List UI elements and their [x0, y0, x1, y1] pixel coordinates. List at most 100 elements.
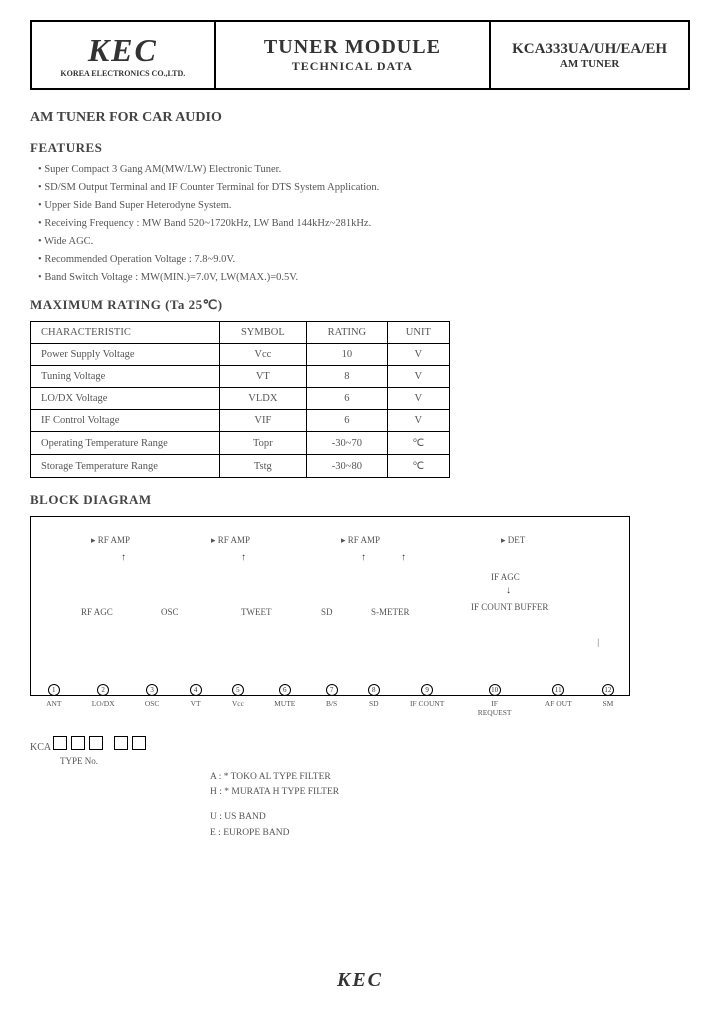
type-no-label: TYPE No. [60, 756, 690, 766]
table-cell: ℃ [387, 432, 449, 455]
type-box [132, 736, 146, 750]
table-cell: Tuning Voltage [31, 366, 220, 388]
pin: 6MUTE [274, 684, 295, 717]
pin-label: VT [191, 699, 201, 708]
feature-item: Wide AGC. [38, 236, 690, 247]
pin-number: 5 [232, 684, 244, 696]
part-number: KCA333UA/UH/EA/EH [512, 41, 667, 58]
table-row: Tuning VoltageVT8V [31, 366, 450, 388]
type-box [89, 736, 103, 750]
feature-item: Receiving Frequency : MW Band 520~1720kH… [38, 218, 690, 229]
logo-cell: KEC KOREA ELECTRONICS CO.,LTD. [32, 22, 216, 88]
feature-item: SD/SM Output Terminal and IF Counter Ter… [38, 182, 690, 193]
feature-item: Upper Side Band Super Heterodyne System. [38, 200, 690, 211]
pin-label: SM [602, 699, 613, 708]
footer-logo: KEC [337, 969, 383, 992]
table-cell: 8 [307, 366, 387, 388]
col-unit: UNIT [387, 322, 449, 344]
table-cell: 10 [307, 344, 387, 366]
doc-subtitle: TECHNICAL DATA [292, 59, 413, 74]
bd-det: ▸ DET [501, 535, 525, 546]
pin-label: ANT [46, 699, 61, 708]
type-section: KCA TYPE No. A : * TOKO AL TYPE FILTER H… [30, 736, 690, 841]
bd-vline: | [597, 637, 599, 647]
pin-number: 1 [48, 684, 60, 696]
arrow-icon: ↑ [401, 552, 406, 563]
header: KEC KOREA ELECTRONICS CO.,LTD. TUNER MOD… [30, 20, 690, 90]
pin: 10 IF REQUEST [475, 684, 515, 717]
pin-label: LO/DX [92, 699, 115, 708]
bd-rfamp2: ▸ RF AMP [211, 535, 250, 546]
col-characteristic: CHARACTERISTIC [31, 322, 220, 344]
pin: 5 Vcc [232, 684, 244, 717]
part-cell: KCA333UA/UH/EA/EH AM TUNER [491, 22, 688, 88]
type-boxes [53, 736, 146, 750]
pin-number: 12 [602, 684, 614, 696]
pin-label: Vcc [232, 699, 244, 708]
pin: 12 SM [602, 684, 614, 717]
pin-label: IF REQUEST [475, 699, 515, 717]
pin-label: SD [369, 699, 379, 708]
type-box [71, 736, 85, 750]
table-cell: VLDX [219, 388, 307, 410]
table-cell: V [387, 388, 449, 410]
pin-row: 1 ANT 2 LO/DX 3OSC 4 VT 5 Vcc 6MUTE 7 B/S 8 SD 9 IF COU… [31, 684, 629, 717]
pin-number: 7 [326, 684, 338, 696]
table-row: IF Control VoltageVIF6V [31, 410, 450, 432]
table-cell: -30~70 [307, 432, 387, 455]
pin: 11AF OUT [545, 684, 572, 717]
doc-title: TUNER MODULE [264, 36, 441, 59]
table-cell: V [387, 410, 449, 432]
table-cell: Storage Temperature Range [31, 455, 220, 478]
pin-number: 3 [146, 684, 158, 696]
arrow-icon: ↑ [241, 552, 246, 563]
table-cell: Tstg [219, 455, 307, 478]
col-rating: RATING [307, 322, 387, 344]
pin: 9 IF COUNT [410, 684, 444, 717]
pin-number: 9 [421, 684, 433, 696]
pin-label: IF COUNT [410, 699, 444, 708]
pin-label: AF OUT [545, 699, 572, 708]
table-cell: 6 [307, 388, 387, 410]
filter-a: A : * TOKO AL TYPE FILTER [210, 770, 690, 785]
bd-osc: OSC [161, 607, 179, 617]
title-cell: TUNER MODULE TECHNICAL DATA [216, 22, 492, 88]
band-u: U : US BAND [210, 810, 690, 825]
table-cell: V [387, 344, 449, 366]
rating-heading: MAXIMUM RATING (Ta 25℃) [30, 297, 690, 313]
bd-tweet: TWEET [241, 607, 272, 617]
table-cell: Power Supply Voltage [31, 344, 220, 366]
pin-number: 10 [489, 684, 501, 696]
pin-number: 2 [97, 684, 109, 696]
pin: 3OSC [145, 684, 160, 717]
pin-label: B/S [326, 699, 337, 708]
table-row: Storage Temperature RangeTstg-30~80℃ [31, 455, 450, 478]
part-type: AM TUNER [560, 58, 619, 70]
arrow-icon: ↑ [361, 552, 366, 563]
feature-item: Super Compact 3 Gang AM(MW/LW) Electroni… [38, 164, 690, 175]
table-header-row: CHARACTERISTIC SYMBOL RATING UNIT [31, 322, 450, 344]
col-symbol: SYMBOL [219, 322, 307, 344]
feature-item: Recommended Operation Voltage : 7.8~9.0V… [38, 254, 690, 265]
arrow-icon: ↑ [121, 552, 126, 563]
table-cell: 6 [307, 410, 387, 432]
pin-number: 4 [190, 684, 202, 696]
pin: 7 B/S [326, 684, 338, 717]
features-list: Super Compact 3 Gang AM(MW/LW) Electroni… [30, 164, 690, 283]
bd-ifagc: IF AGC [491, 572, 520, 582]
table-row: Power Supply VoltageVcc10V [31, 344, 450, 366]
block-diagram: ▸ RF AMP ▸ RF AMP ▸ RF AMP ▸ DET ↑ ↑ ↑ ↑… [30, 516, 630, 696]
arrow-icon: ↓ [506, 585, 511, 596]
pin: 1 ANT [46, 684, 61, 717]
table-cell: VT [219, 366, 307, 388]
table-cell: LO/DX Voltage [31, 388, 220, 410]
table-cell: VIF [219, 410, 307, 432]
type-prefix: KCA [30, 742, 51, 753]
pin: 2 LO/DX [92, 684, 115, 717]
bd-sd: SD [321, 607, 333, 617]
bd-rfagc: RF AGC [81, 607, 113, 617]
pin: 4 VT [190, 684, 202, 717]
pin-number: 8 [368, 684, 380, 696]
page-subtitle: AM TUNER FOR CAR AUDIO [30, 110, 690, 126]
table-row: LO/DX VoltageVLDX6V [31, 388, 450, 410]
